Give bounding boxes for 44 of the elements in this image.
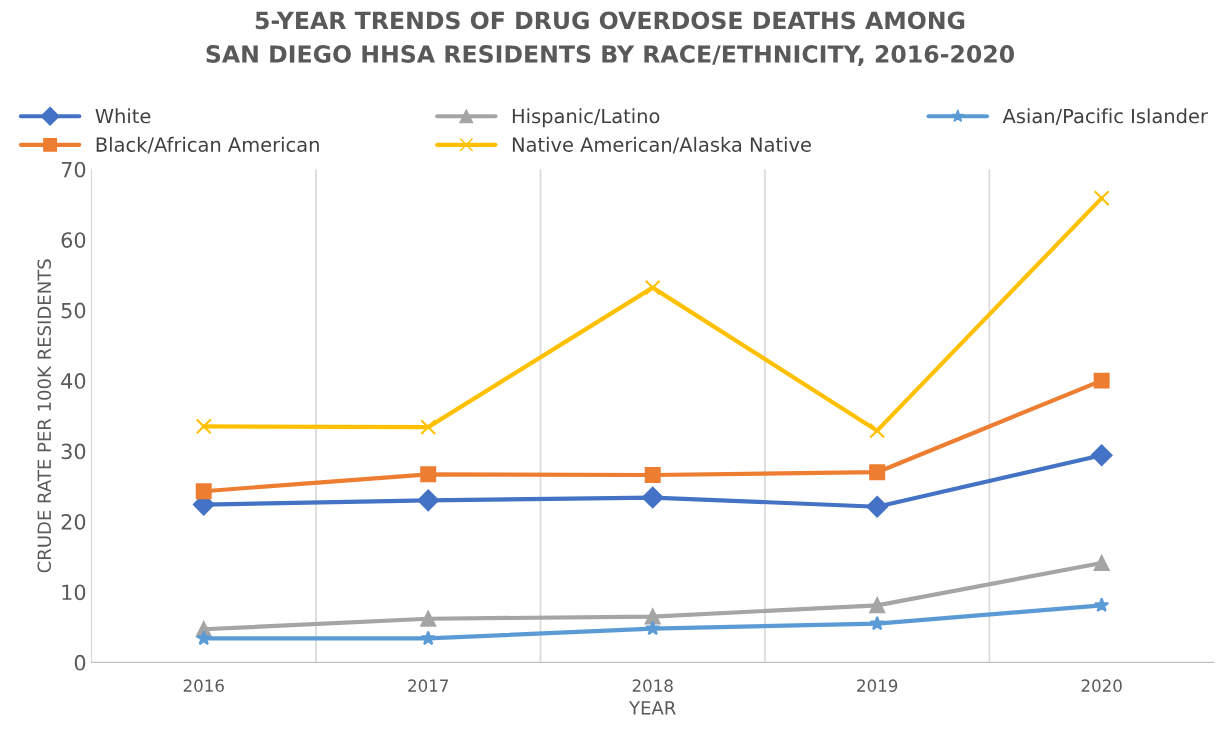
point	[1094, 597, 1110, 612]
y-tick-label: 70	[61, 161, 86, 178]
point	[1093, 190, 1110, 207]
point	[866, 495, 889, 518]
point	[869, 422, 886, 439]
point	[1090, 444, 1113, 467]
legend-label: Asian/Pacific Islander	[1002, 108, 1208, 125]
point	[869, 597, 886, 614]
point	[869, 464, 886, 481]
legend-label: Black/African American	[96, 136, 319, 154]
y-tick-label: 30	[61, 443, 86, 460]
point	[1093, 555, 1110, 572]
point	[420, 610, 437, 627]
y-tick-label: 0	[74, 654, 86, 671]
point	[417, 489, 440, 512]
y-tick-label: 40	[61, 373, 86, 389]
point	[420, 466, 437, 483]
x-tick-label: 2016	[183, 679, 224, 692]
point	[420, 630, 436, 646]
x-tick-label: 2019	[857, 679, 898, 692]
y-tick-label: 10	[62, 584, 86, 601]
legend-label: Hispanic/Latino	[512, 108, 660, 128]
point	[644, 279, 661, 296]
point	[869, 615, 885, 631]
point	[195, 418, 212, 435]
x-axis-title: YEAR	[629, 701, 676, 715]
point	[644, 608, 661, 625]
point	[644, 467, 661, 483]
point	[195, 483, 212, 500]
point	[420, 419, 437, 436]
y-axis-title: CRUDE RATE PER 100K RESIDENTS	[37, 259, 52, 573]
y-tick-label: 50	[61, 302, 86, 319]
y-tick-label: 20	[61, 513, 86, 530]
point	[645, 620, 661, 636]
legend-label: Native American/Alaska Native	[512, 136, 811, 154]
x-tick-label: 2020	[1081, 679, 1122, 692]
x-tick-label: 2018	[632, 679, 673, 692]
point	[1093, 372, 1110, 389]
legend-label: White	[95, 108, 151, 124]
point	[641, 486, 664, 509]
point	[196, 630, 212, 646]
x-tick-label: 2017	[408, 679, 448, 692]
y-tick-label: 60	[61, 232, 86, 248]
chart-title: 5-YEAR TRENDS OF DRUG OVERDOSE DEATHS AMONG SAN DIEGO HHSA RESIDENTS BY RACE/ETHNICITY, 2016-2020	[206, 11, 1015, 66]
